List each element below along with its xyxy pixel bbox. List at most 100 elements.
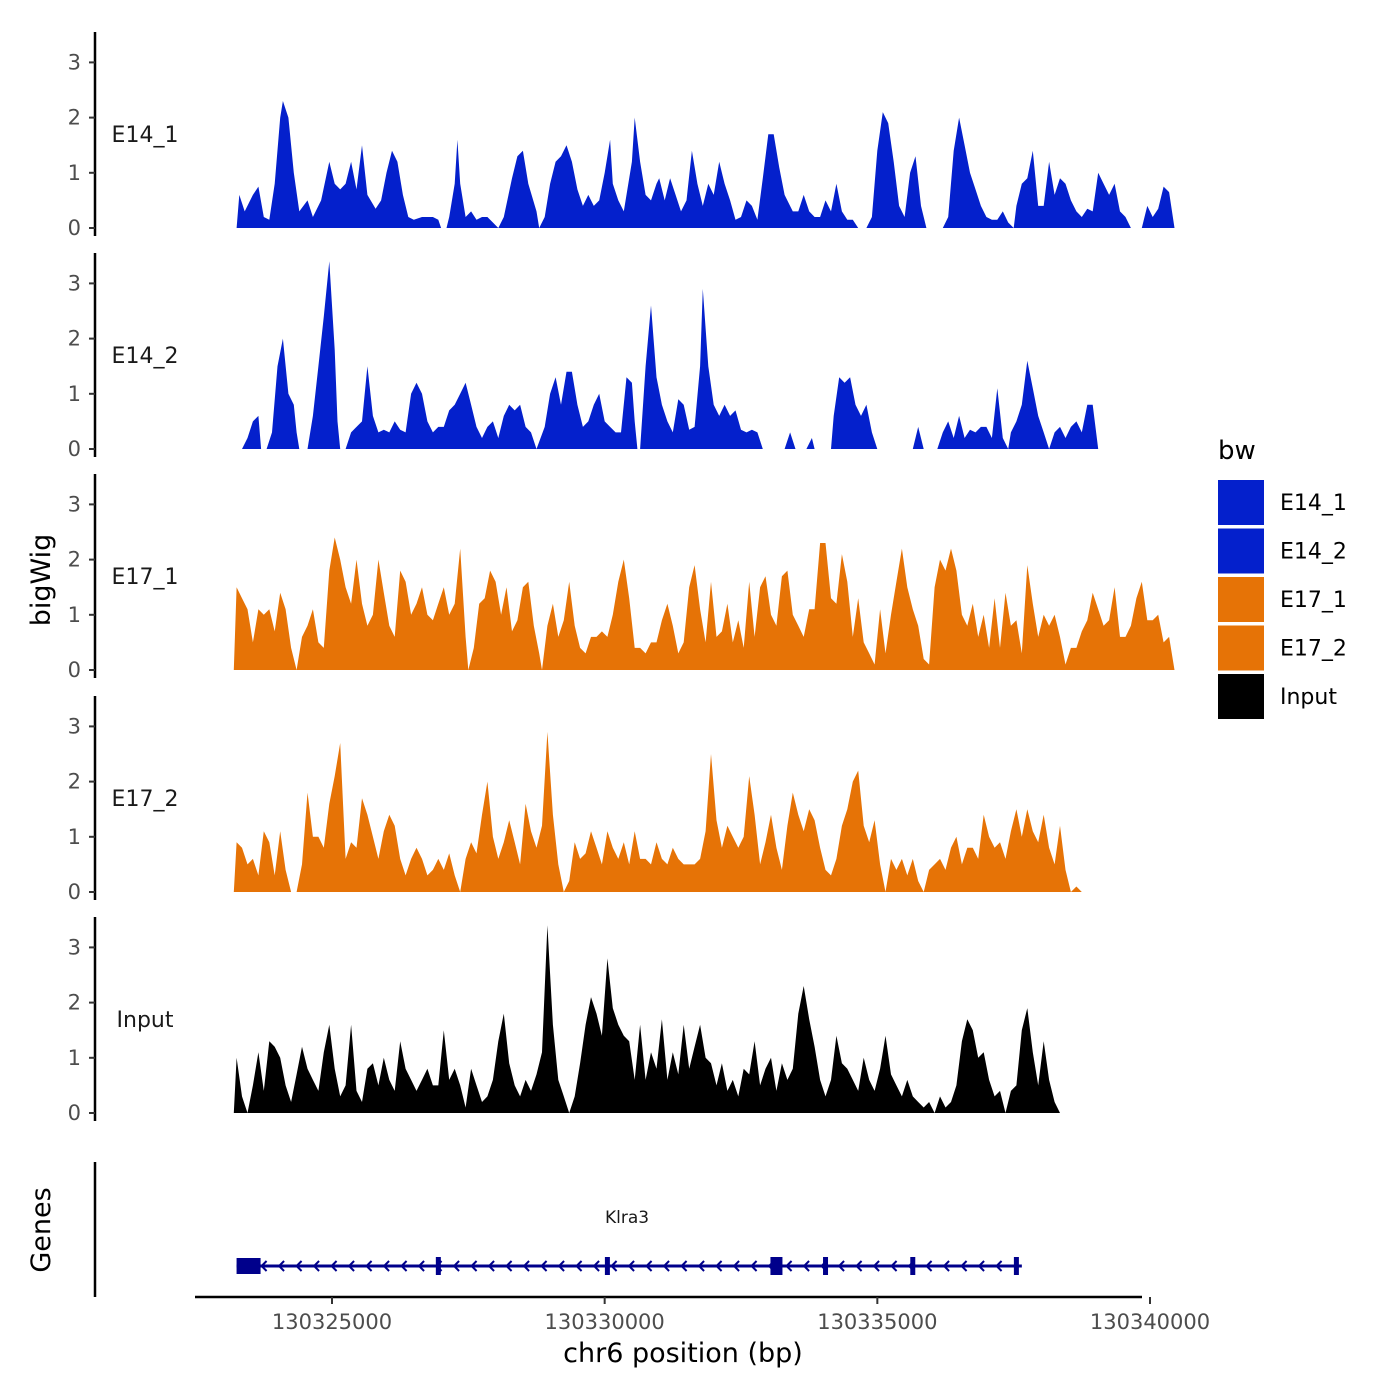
y-tick-label: 3: [68, 492, 81, 516]
strand-arrow: [575, 1260, 583, 1272]
strand-arrow: [277, 1260, 285, 1272]
strand-arrow: [295, 1260, 303, 1272]
legend-title: bw: [1218, 436, 1256, 466]
x-tick-label: 130325000: [272, 1310, 392, 1334]
gene-exon: [604, 1257, 610, 1275]
y-tick-label: 2: [68, 106, 81, 130]
strand-arrow: [540, 1260, 548, 1272]
strand-arrow: [470, 1260, 478, 1272]
legend-key-Input: [1218, 674, 1264, 719]
strand-arrow: [837, 1260, 845, 1272]
strand-arrow: [715, 1260, 723, 1272]
legend-label: E17_1: [1280, 588, 1347, 613]
strand-arrow: [995, 1260, 1003, 1272]
strand-arrow: [260, 1260, 268, 1272]
strand-arrow: [680, 1260, 688, 1272]
track-Input: 0 1 2 3 Input: [68, 917, 1061, 1125]
y-tick-label: 2: [68, 548, 81, 572]
gene-exon: [770, 1257, 783, 1275]
track-E17_1: 0 1 2 3 E17_1: [68, 474, 1175, 682]
track-label: E17_2: [112, 787, 179, 812]
x-tick-label: 130335000: [817, 1310, 937, 1334]
strand-arrow: [505, 1260, 513, 1272]
y-tick-label: 3: [68, 50, 81, 74]
x-axis-title: chr6 position (bp): [563, 1338, 803, 1369]
x-tick-label: 130340000: [1090, 1310, 1210, 1334]
strand-arrow: [802, 1260, 810, 1272]
strand-arrow: [942, 1260, 950, 1272]
strand-arrow: [417, 1260, 425, 1272]
legend-key-E14_1: [1218, 480, 1264, 525]
track-area-E14_1: [236, 101, 1175, 228]
y-tick-label: 1: [68, 825, 81, 849]
legend-label: Input: [1280, 685, 1337, 710]
y-axis-title: bigWig: [26, 534, 57, 627]
strand-arrow: [890, 1260, 898, 1272]
tracks-layer: 0 1 2 3 E14_1 0 1 2 3 E14_2 0 1 2 3 E17_1 0 1 2 3 E17_2 0 1 2 3…: [68, 32, 1175, 1125]
legend-key-E17_1: [1218, 577, 1264, 622]
strand-arrow: [452, 1260, 460, 1272]
strand-arrow: [592, 1260, 600, 1272]
strand-arrow: [960, 1260, 968, 1272]
x-tick-label: 130330000: [545, 1310, 665, 1334]
y-tick-label: 2: [68, 327, 81, 351]
strand-arrow: [382, 1260, 390, 1272]
strand-arrow: [977, 1260, 985, 1272]
gene-exon: [910, 1257, 916, 1275]
gene-exon: [236, 1258, 261, 1274]
strand-arrow: [400, 1260, 408, 1272]
y-tick-label: 1: [68, 603, 81, 627]
strand-arrow: [347, 1260, 355, 1272]
y-tick-label: 2: [68, 991, 81, 1015]
legend-key-E17_2: [1218, 625, 1264, 671]
legend-key-E14_2: [1218, 528, 1264, 574]
y-tick-label: 1: [68, 382, 81, 406]
strand-arrow: [750, 1260, 758, 1272]
strand-arrow: [872, 1260, 880, 1272]
y-tick-label: 0: [68, 1101, 81, 1125]
strand-arrow: [487, 1260, 495, 1272]
track-label: E14_1: [112, 123, 179, 148]
y-tick-label: 0: [68, 658, 81, 682]
track-E14_2: 0 1 2 3 E14_2: [68, 253, 1099, 461]
track-E17_2: 0 1 2 3 E17_2: [68, 696, 1082, 904]
legend-label: E14_2: [1280, 540, 1347, 565]
legend-label: E14_1: [1280, 491, 1347, 516]
track-area-E17_1: [233, 537, 1175, 670]
strand-arrow: [330, 1260, 338, 1272]
strand-arrow: [610, 1260, 618, 1272]
y-tick-label: 1: [68, 161, 81, 185]
gene-name-label: Klra3: [605, 1208, 649, 1228]
gene-exon: [1013, 1257, 1019, 1275]
genes-panel-title: Genes: [26, 1187, 57, 1272]
y-tick-label: 2: [68, 770, 81, 794]
track-area-E17_2: [233, 731, 1082, 892]
gene-exon: [823, 1257, 829, 1275]
gene-exon: [435, 1257, 441, 1275]
track-label: E17_1: [112, 565, 179, 590]
genes-panel: Klra3: [93, 1162, 1022, 1297]
y-tick-label: 3: [68, 714, 81, 738]
strand-arrow: [627, 1260, 635, 1272]
strand-arrow: [732, 1260, 740, 1272]
y-tick-label: 3: [68, 935, 81, 959]
y-tick-label: 3: [68, 271, 81, 295]
strand-arrow: [312, 1260, 320, 1272]
y-tick-label: 0: [68, 880, 81, 904]
strand-arrow: [365, 1260, 373, 1272]
strand-arrow: [522, 1260, 530, 1272]
x-axis: 130325000 130330000 130335000 130340000: [195, 1295, 1210, 1334]
strand-arrow: [785, 1260, 793, 1272]
strand-arrow: [855, 1260, 863, 1272]
track-area-E14_2: [242, 261, 1099, 449]
strand-arrow: [925, 1260, 933, 1272]
strand-arrow: [557, 1260, 565, 1272]
track-label: E14_2: [112, 344, 179, 369]
strand-arrow: [645, 1260, 653, 1272]
y-tick-label: 1: [68, 1046, 81, 1070]
track-E14_1: 0 1 2 3 E14_1: [68, 32, 1175, 240]
y-tick-label: 0: [68, 437, 81, 461]
legend-label: E17_2: [1280, 637, 1347, 662]
strand-arrow: [697, 1260, 705, 1272]
